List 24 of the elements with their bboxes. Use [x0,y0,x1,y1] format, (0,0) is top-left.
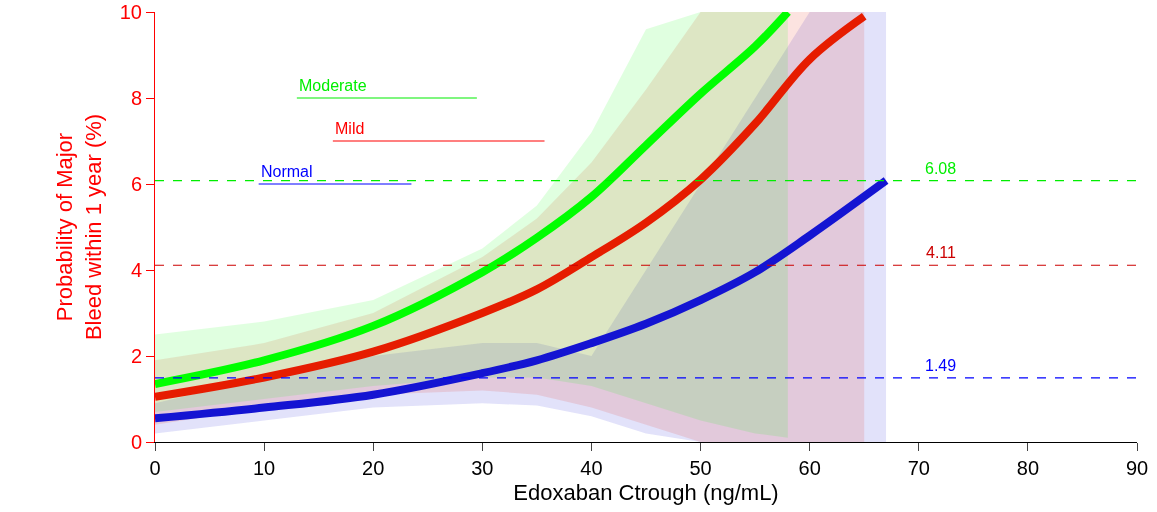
x-tick-label: 70 [907,457,930,479]
x-tick-label: 0 [149,457,161,479]
x-tick-label: 20 [362,457,385,479]
series-label: Moderate [299,77,367,94]
x-axis-title: Edoxaban Ctrough (ng/mL) [513,479,779,505]
y-tick-label: 8 [130,87,142,109]
x-tick-label: 80 [1016,457,1040,479]
y-tick-label: 0 [130,431,142,453]
x-tick-label: 50 [689,457,712,479]
ref-line-label: 6.08 [925,160,957,177]
ref-line-label: 1.49 [925,357,957,374]
x-tick-label: 10 [252,457,276,479]
x-tick-label: 90 [1125,457,1149,479]
y-tick-label: 10 [119,1,142,23]
y-axis-title: Probability of Major Bleed within 1 year (%) [51,113,106,341]
x-tick-label: 40 [580,457,603,479]
y-tick-label: 2 [130,345,142,367]
x-tick-label: 30 [471,457,494,479]
series-label: Normal [261,163,313,180]
y-tick-label: 4 [130,259,142,281]
series-label: Mild [335,120,365,137]
x-tick-label: 60 [798,457,821,479]
y-tick-label: 6 [130,173,142,195]
ref-line-label: 4.11 [926,244,957,261]
